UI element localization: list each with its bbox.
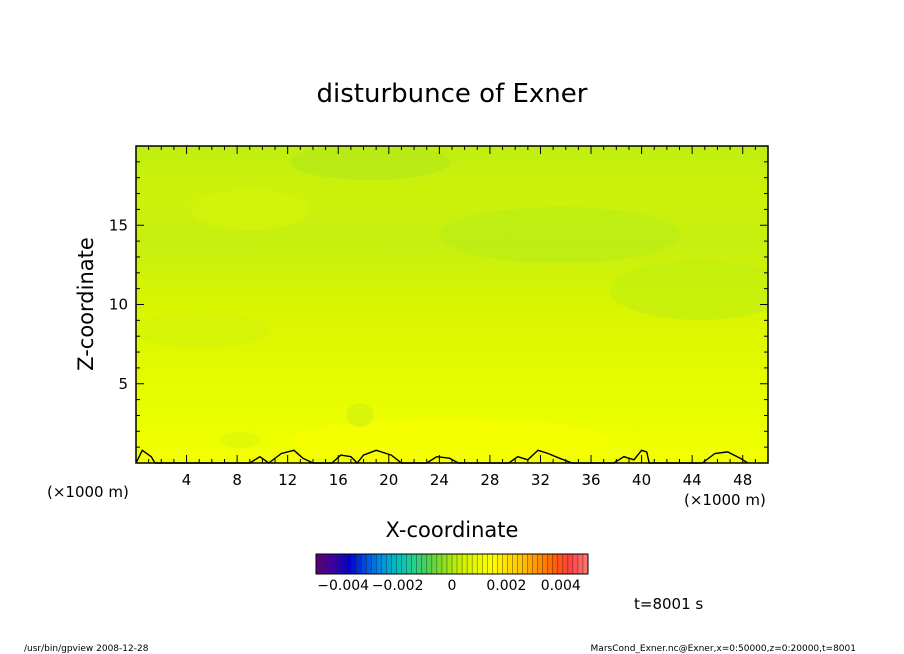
colorbar-swatch bbox=[467, 554, 473, 574]
colorbar-swatch bbox=[582, 554, 589, 574]
colorbar-swatch bbox=[346, 554, 352, 574]
colorbar-swatch bbox=[532, 554, 538, 574]
colorbar-swatch bbox=[396, 554, 402, 574]
colorbar-swatch bbox=[457, 554, 463, 574]
x-unit-label-right: (×1000 m) bbox=[684, 491, 766, 509]
colorbar-swatch bbox=[567, 554, 574, 574]
colorbar-swatch bbox=[416, 554, 423, 574]
colorbar bbox=[315, 553, 589, 575]
colorbar-swatch bbox=[401, 554, 407, 574]
colorbar-swatch bbox=[552, 554, 559, 574]
x-tick-label: 16 bbox=[329, 471, 348, 489]
colorbar-swatch bbox=[436, 554, 443, 574]
x-tick-label: 36 bbox=[581, 471, 600, 489]
colorbar-swatch bbox=[542, 554, 549, 574]
heatmap-patch bbox=[220, 432, 260, 448]
colorbar-swatch bbox=[577, 554, 584, 574]
heatmap-patch bbox=[290, 146, 450, 180]
colorbar-swatch bbox=[572, 554, 579, 574]
colorbar-swatch bbox=[356, 554, 362, 574]
x-tick-label: 8 bbox=[232, 471, 242, 489]
zero-contour-line bbox=[135, 449, 749, 465]
colorbar-swatch bbox=[326, 554, 332, 574]
colorbar-swatch bbox=[361, 554, 367, 574]
colorbar-swatch bbox=[391, 554, 397, 574]
colorbar-tick-label: −0.004 bbox=[317, 578, 369, 594]
chart-title: disturbunce of Exner bbox=[317, 79, 588, 109]
colorbar-swatch bbox=[331, 554, 337, 574]
heatmap-field bbox=[136, 146, 768, 463]
heatmap-patch bbox=[136, 312, 270, 348]
colorbar-swatch bbox=[351, 554, 357, 574]
y-tick-label: 15 bbox=[109, 216, 128, 234]
x-tick-label: 40 bbox=[632, 471, 651, 489]
colorbar-swatch bbox=[562, 554, 569, 574]
heatmap-patch bbox=[610, 260, 768, 320]
colorbar-swatch bbox=[371, 554, 377, 574]
colorbar-swatch bbox=[517, 554, 523, 574]
colorbar-swatch bbox=[426, 554, 433, 574]
colorbar-tick-labels: −0.004 −0.002 0 0.002 0.004 bbox=[317, 578, 581, 594]
colorbar-swatch bbox=[446, 554, 453, 574]
x-tick-label: 4 bbox=[182, 471, 192, 489]
colorbar-tick-label: −0.002 bbox=[372, 578, 424, 594]
colorbar-swatch bbox=[522, 554, 528, 574]
colorbar-swatch bbox=[406, 554, 413, 574]
x-tick-label: 20 bbox=[379, 471, 398, 489]
y-axis-ticks: 5 10 15 bbox=[109, 161, 768, 448]
colorbar-swatch bbox=[537, 554, 543, 574]
heatmap-patch bbox=[290, 418, 610, 462]
x-axis-label: X-coordinate bbox=[386, 518, 519, 542]
colorbar-swatch bbox=[477, 554, 483, 574]
x-axis-ticks: 4 8 12 16 20 24 28 32 36 40 44 48 bbox=[148, 146, 756, 489]
time-annotation: t=8001 s bbox=[634, 595, 703, 613]
colorbar-tick-label: 0.004 bbox=[541, 578, 581, 594]
heatmap-patch bbox=[346, 403, 374, 427]
colorbar-swatch bbox=[341, 554, 347, 574]
colorbar-swatch bbox=[366, 554, 372, 574]
x-tick-label: 48 bbox=[733, 471, 752, 489]
colorbar-swatch bbox=[557, 554, 564, 574]
x-tick-label: 44 bbox=[683, 471, 702, 489]
x-tick-label: 32 bbox=[531, 471, 550, 489]
y-tick-label: 10 bbox=[109, 296, 128, 314]
colorbar-swatch bbox=[507, 554, 513, 574]
heatmap-patch bbox=[440, 207, 680, 263]
colorbar-swatch bbox=[381, 554, 387, 574]
colorbar-swatch bbox=[487, 554, 493, 574]
colorbar-swatch bbox=[336, 554, 342, 574]
colorbar-swatch bbox=[512, 554, 518, 574]
colorbar-swatch bbox=[411, 554, 418, 574]
x-unit-label-left: (×1000 m) bbox=[47, 483, 129, 501]
colorbar-swatch bbox=[502, 554, 508, 574]
colorbar-tick-label: 0.002 bbox=[486, 578, 526, 594]
y-axis-label: Z-coordinate bbox=[74, 237, 98, 371]
colorbar-swatch bbox=[452, 554, 458, 574]
colorbar-swatch bbox=[421, 554, 428, 574]
colorbar-swatch bbox=[376, 554, 382, 574]
x-tick-label: 12 bbox=[278, 471, 297, 489]
colorbar-swatch bbox=[386, 554, 392, 574]
x-tick-label: 28 bbox=[480, 471, 499, 489]
colorbar-frame bbox=[315, 553, 589, 575]
footer-left-text: /usr/bin/gpview 2008-12-28 bbox=[24, 644, 149, 654]
colorbar-swatch bbox=[431, 554, 438, 574]
colorbar-swatch bbox=[527, 554, 533, 574]
colorbar-swatch bbox=[482, 554, 488, 574]
colorbar-swatch bbox=[316, 554, 322, 574]
colorbar-swatch bbox=[492, 554, 498, 574]
colorbar-swatch bbox=[321, 554, 327, 574]
x-tick-label: 24 bbox=[430, 471, 449, 489]
colorbar-swatch bbox=[462, 554, 468, 574]
colorbar-swatch bbox=[497, 554, 503, 574]
footer-right-text: MarsCond_Exner.nc@Exner,x=0:50000,z=0:20… bbox=[591, 644, 856, 654]
colorbar-swatch bbox=[547, 554, 554, 574]
colorbar-swatch bbox=[472, 554, 478, 574]
heatmap-patch bbox=[190, 190, 310, 230]
y-tick-label: 5 bbox=[118, 375, 128, 393]
colorbar-tick-label: 0 bbox=[448, 578, 457, 594]
colorbar-swatch bbox=[441, 554, 448, 574]
